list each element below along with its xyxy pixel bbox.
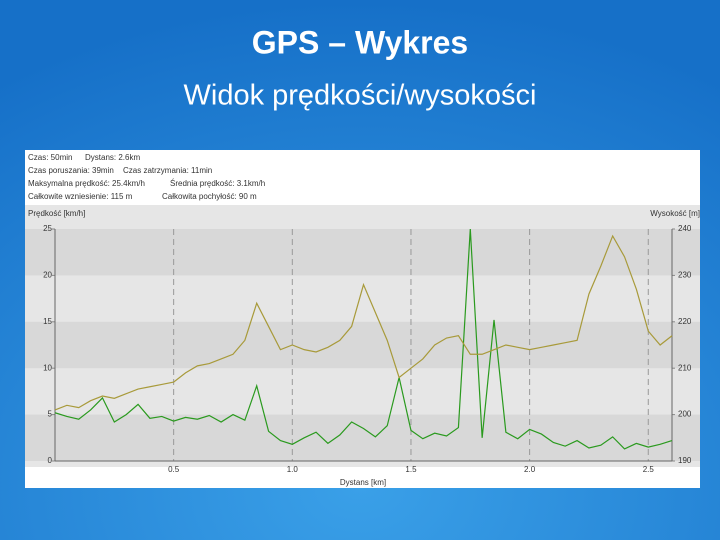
stat-text: Całkowite wzniesienie: 115 m: [28, 192, 133, 201]
y-tick-label: 20: [43, 271, 52, 280]
y2-tick-label: 240: [678, 224, 692, 233]
y-tick-label: 0: [48, 456, 53, 465]
y-tick-label: 5: [48, 410, 53, 419]
x-tick-label: 0.5: [168, 465, 180, 474]
y-tick-label: 10: [43, 363, 52, 372]
band: [25, 414, 700, 461]
y-tick-label: 15: [43, 317, 52, 326]
x-tick-label: 2.0: [524, 465, 536, 474]
stat-text: Czas poruszania: 39min: [28, 166, 114, 175]
band: [25, 321, 700, 369]
band: [25, 229, 700, 276]
stat-text: Czas zatrzymania: 11min: [123, 166, 212, 175]
x-tick-label: 1.5: [405, 465, 417, 474]
stat-text: Dystans: 2.6km: [85, 153, 140, 162]
x-tick-label: 2.5: [643, 465, 655, 474]
stat-text: Maksymalna prędkość: 25.4km/h: [28, 179, 145, 188]
y-tick-label: 25: [43, 224, 52, 233]
series-line: [54, 228, 673, 450]
y-axis-label: Prędkość [km/h]: [28, 209, 85, 218]
y2-axis-label: Wysokość [m]: [650, 209, 700, 218]
stat-text: Średnia prędkość: 3.1km/h: [170, 179, 265, 188]
chart: Czas: 50min Dystans: 2.6km Czas poruszania…: [25, 153, 700, 487]
y2-tick-label: 200: [678, 410, 692, 419]
y2-tick-label: 230: [678, 271, 692, 280]
slide-subtitle: Widok prędkości/wysokości: [184, 80, 537, 112]
y2-tick-label: 220: [678, 317, 692, 326]
stat-text: Całkowita pochyłość: 90 m: [162, 192, 257, 201]
x-axis-label: Dystans [km]: [340, 478, 386, 487]
y2-tick-label: 210: [678, 363, 692, 372]
slide-title: GPS – Wykres: [252, 24, 468, 60]
x-tick-label: 1.0: [287, 465, 299, 474]
stat-text: Czas: 50min: [28, 153, 72, 162]
y2-tick-label: 190: [678, 456, 692, 465]
series-line: [54, 234, 673, 411]
